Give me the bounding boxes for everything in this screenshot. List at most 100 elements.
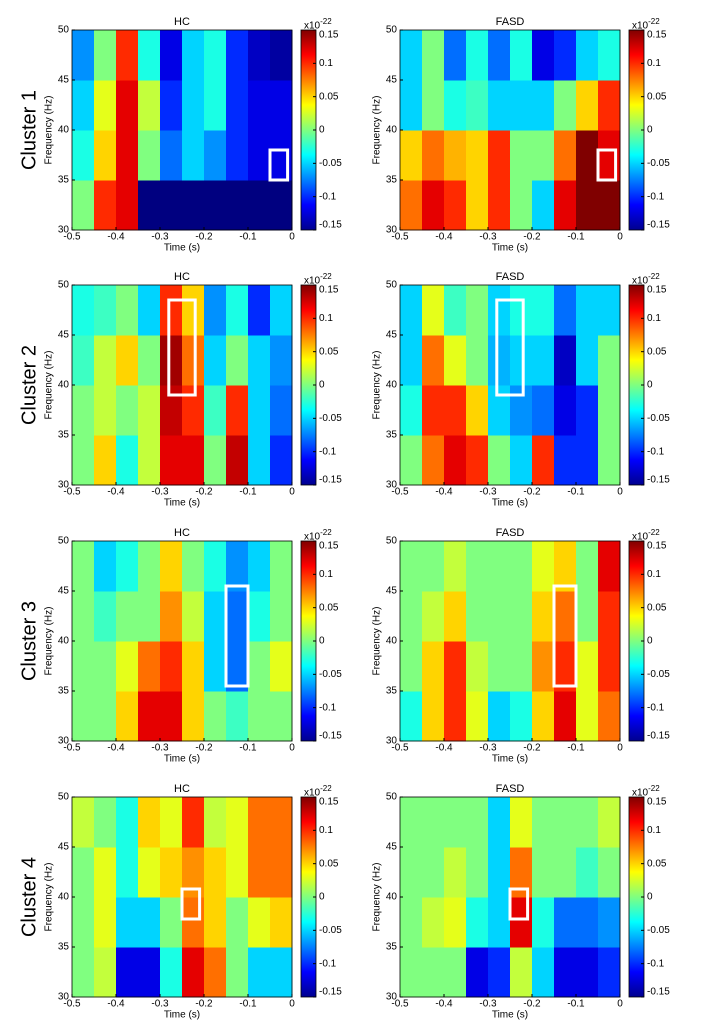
- heat-cell: [510, 797, 533, 848]
- heat-cell: [444, 691, 467, 742]
- x-tick-label: -0.3: [151, 999, 169, 1010]
- heat-cell: [138, 30, 161, 81]
- heat-cell: [444, 541, 467, 592]
- colorbar-tick-label: -0.05: [647, 413, 670, 424]
- heat-cell: [248, 947, 271, 998]
- colorbar-tick-label: 0.15: [647, 30, 667, 41]
- heat-cell: [270, 541, 293, 592]
- heat-cell: [94, 130, 117, 181]
- x-tick-label: -0.4: [435, 743, 453, 754]
- chart-title: FASD: [496, 783, 525, 795]
- heat-cell: [532, 435, 555, 486]
- heat-cell: [72, 435, 95, 486]
- heat-cell: [488, 797, 511, 848]
- heat-cell: [510, 435, 533, 486]
- heat-cell: [248, 180, 271, 231]
- y-tick-label: 30: [58, 736, 70, 747]
- heat-cell: [160, 541, 183, 592]
- colorbar-tick-label: -0.15: [319, 731, 342, 742]
- heat-cell: [598, 130, 621, 181]
- heat-cell: [400, 180, 423, 231]
- colorbar-exponent: -22: [320, 784, 332, 793]
- heat-cell: [598, 897, 621, 948]
- heat-cell: [248, 30, 271, 81]
- heat-cell: [576, 947, 599, 998]
- heat-cell: [598, 591, 621, 642]
- heat-cell: [532, 897, 555, 948]
- heat-cell: [182, 80, 205, 131]
- y-tick-label: 30: [58, 992, 70, 1003]
- heat-cell: [598, 80, 621, 131]
- heat-cell: [598, 180, 621, 231]
- heat-cell: [510, 897, 533, 948]
- y-tick-label: 45: [58, 842, 70, 853]
- colorbar-tick-label: -0.1: [647, 191, 665, 202]
- heat-cell: [598, 385, 621, 436]
- heat-cell: [400, 130, 423, 181]
- heat-cell: [182, 285, 205, 336]
- heat-cell: [226, 847, 249, 898]
- colorbar-tick-label: 0: [647, 125, 653, 136]
- colorbar-tick-label: -0.05: [319, 925, 342, 936]
- heat-cell: [466, 285, 489, 336]
- heat-cell: [532, 335, 555, 386]
- heat-cell: [422, 80, 445, 131]
- heat-cell: [72, 691, 95, 742]
- y-tick-label: 35: [386, 175, 398, 186]
- y-tick-label: 35: [58, 430, 70, 441]
- x-tick-label: -0.2: [523, 487, 541, 498]
- heat-cell: [138, 897, 161, 948]
- heat-cell: [138, 847, 161, 898]
- chart-title: HC: [174, 783, 190, 795]
- x-axis-label: Time (s): [492, 243, 528, 254]
- colorbar-exponent: -22: [320, 528, 332, 537]
- heat-cell: [270, 180, 293, 231]
- x-tick-label: -0.5: [391, 743, 409, 754]
- heat-cell: [248, 847, 271, 898]
- heat-cell: [466, 130, 489, 181]
- heat-cell: [116, 335, 139, 386]
- heat-cell: [94, 897, 117, 948]
- heat-cell: [204, 797, 227, 848]
- heat-cell: [510, 691, 533, 742]
- highlight-box: [596, 148, 618, 182]
- heat-cell: [94, 385, 117, 436]
- colorbar-tick-label: -0.1: [647, 446, 665, 457]
- heat-cell: [226, 385, 249, 436]
- heat-cell: [466, 80, 489, 131]
- colorbar-tick-label: 0.05: [647, 346, 667, 357]
- y-tick-label: 35: [58, 942, 70, 953]
- heat-cell: [248, 130, 271, 181]
- x-tick-label: -0.5: [63, 487, 81, 498]
- heat-cell: [444, 641, 467, 692]
- heat-cell: [182, 691, 205, 742]
- heat-cell: [116, 30, 139, 81]
- y-tick-label: 35: [386, 686, 398, 697]
- heat-cell: [72, 591, 95, 642]
- heat-cell: [204, 691, 227, 742]
- highlight-box: [552, 584, 578, 688]
- heat-cell: [182, 130, 205, 181]
- x-tick-label: -0.1: [239, 743, 257, 754]
- heat-cell: [444, 435, 467, 486]
- cluster-label: Cluster 4: [18, 857, 40, 937]
- heat-cell: [138, 797, 161, 848]
- heat-cell: [554, 947, 577, 998]
- heat-cell: [488, 30, 511, 81]
- x-tick-label: -0.4: [107, 999, 125, 1010]
- heat-cell: [116, 180, 139, 231]
- heat-cell: [510, 591, 533, 642]
- x-tick-label: -0.5: [63, 232, 81, 243]
- colorbar-tick-label: 0.1: [647, 569, 661, 580]
- heat-cell: [94, 180, 117, 231]
- x-tick-label: -0.2: [195, 232, 213, 243]
- heat-cell: [400, 847, 423, 898]
- heat-cell: [598, 797, 621, 848]
- heat-cell: [466, 30, 489, 81]
- heat-cell: [466, 641, 489, 692]
- y-tick-label: 30: [58, 480, 70, 491]
- heat-cell: [488, 947, 511, 998]
- heat-cell: [510, 385, 533, 436]
- heat-cell: [248, 591, 271, 642]
- x-tick-label: -0.4: [435, 999, 453, 1010]
